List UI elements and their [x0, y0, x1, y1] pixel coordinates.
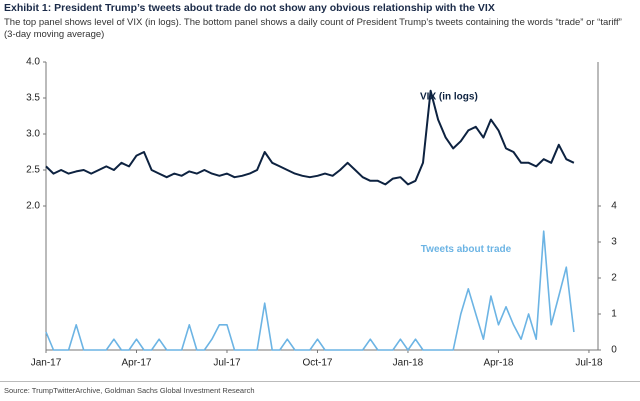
y2-tick-label: 2: [611, 273, 617, 284]
y-tick-label: 2.5: [26, 165, 40, 176]
x-tick-label: Jan-18: [393, 358, 424, 369]
y-tick-label: 3.0: [26, 129, 40, 140]
x-tick-label: Apr-18: [483, 358, 513, 369]
divider: [0, 381, 640, 382]
series-label-box: Tweets about trade: [420, 244, 512, 255]
x-tick-label: Oct-17: [302, 358, 332, 369]
y-tick-label: 4.0: [26, 57, 40, 68]
y2-tick-label: 4: [611, 201, 617, 212]
x-tick-label: Jul-18: [575, 358, 603, 369]
chart-subtitle: The top panel shows level of VIX (in log…: [4, 17, 622, 40]
y2-tick-label: 3: [611, 237, 617, 248]
y-tick-label: 2.0: [26, 201, 40, 212]
y-tick-label: 3.5: [26, 93, 40, 104]
series-label: Tweets about trade: [420, 244, 512, 255]
chart: 2.0 2.5 3.0 3.5 4.0 0 1 2 3 4 Jan-17 Apr-17 Jul-17 Oc…: [26, 57, 617, 369]
series-label: VIX (in logs): [420, 92, 478, 103]
y2-tick-label: 1: [611, 309, 617, 320]
y2-tick-label: 0: [611, 345, 617, 356]
chart-title: Exhibit 1: President Trump’s tweets abou…: [4, 2, 495, 14]
x-tick-label: Jul-17: [213, 358, 241, 369]
x-tick-label: Jan-17: [31, 358, 62, 369]
source-note: Source: TrumpTwitterArchive, Goldman Sac…: [4, 386, 255, 395]
series-line: [45, 230, 575, 351]
series-line: [45, 89, 575, 186]
x-tick-label: Apr-17: [121, 358, 151, 369]
